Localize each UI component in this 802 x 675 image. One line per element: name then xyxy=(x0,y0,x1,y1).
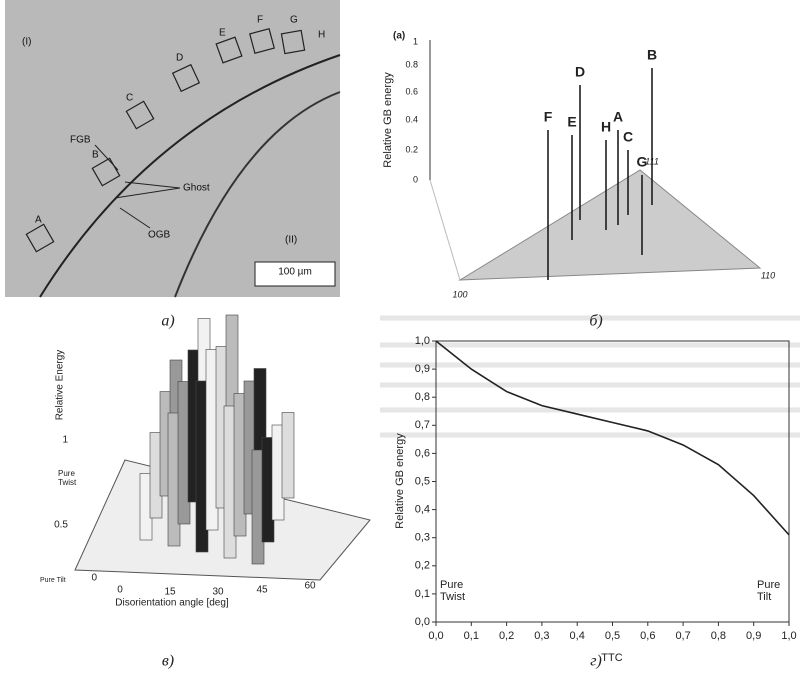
background-text xyxy=(380,315,800,438)
y-tick-label: 0,0 xyxy=(415,616,430,628)
boundary xyxy=(39,54,341,298)
y-tick-label: 1 xyxy=(62,435,68,446)
box-label: B xyxy=(92,150,99,161)
x-tick-label: 15 xyxy=(164,587,176,598)
x-tick-label: 0,3 xyxy=(534,630,549,642)
y-tick-label: 0 xyxy=(413,174,418,184)
y-tick-label: 0.5 xyxy=(54,520,68,531)
x-tick-label: 0,9 xyxy=(746,630,761,642)
boundary xyxy=(174,91,341,298)
spike-label: G xyxy=(637,154,648,170)
y-tick-label: 0,2 xyxy=(415,560,430,572)
spike-label: A xyxy=(613,109,623,125)
panel-c: Relative Energy Disorientation angle [de… xyxy=(40,314,371,609)
annotation: Pure Tilt xyxy=(757,579,780,603)
micrograph xyxy=(5,0,340,297)
y-tick-label: 0 xyxy=(91,573,97,584)
y-label: Relative GB energy xyxy=(382,72,394,168)
x-tick-label: 1,0 xyxy=(781,630,796,642)
x-tick-label: 60 xyxy=(304,581,316,592)
y-tick-label: 0,1 xyxy=(415,588,430,600)
panel-d: TTC Relative GB energy 0,0 0,1 0,2 0,3 0,4 0,… xyxy=(394,335,797,664)
bar xyxy=(281,412,295,499)
caption: а) xyxy=(161,313,174,330)
x-tick-label: 30 xyxy=(212,587,224,598)
x-tick-label: 0,8 xyxy=(711,630,726,642)
annotation: Pure Twist xyxy=(440,579,465,603)
box-label: H xyxy=(318,30,325,41)
x-tick-label: 0,1 xyxy=(464,630,479,642)
box-label: A xyxy=(35,215,42,226)
x-label: TTC xyxy=(601,652,622,664)
scale-bar: 100 µm xyxy=(278,267,312,278)
arrows xyxy=(94,144,181,229)
end-label: Pure Twist xyxy=(58,469,77,487)
y-tick-label: 0.4 xyxy=(405,114,418,124)
y-tick-label: 0,7 xyxy=(415,419,430,431)
box-label: G xyxy=(290,15,298,26)
scale-bar-box xyxy=(254,261,336,287)
y-tick-label: 0,4 xyxy=(415,504,430,516)
x-tick-label: 0,7 xyxy=(675,630,690,642)
region: (II) xyxy=(285,235,297,246)
x-tick-label: 45 xyxy=(256,585,268,596)
corner: 100 xyxy=(452,289,467,299)
x-tick-label: 0,6 xyxy=(640,630,655,642)
region: (I) xyxy=(22,37,31,48)
curve xyxy=(435,340,790,536)
triangle xyxy=(458,169,762,281)
box-label: E xyxy=(219,28,226,39)
end-label: Pure Tilt xyxy=(40,577,66,584)
label: Ghost xyxy=(183,183,210,194)
y-tick-label: 1 xyxy=(413,36,418,46)
axis xyxy=(429,179,461,281)
x-tick-label: 0,5 xyxy=(605,630,620,642)
label: FGB xyxy=(70,135,91,146)
y-label: Relative Energy xyxy=(55,350,66,421)
x-tick-label: 0,0 xyxy=(428,630,443,642)
y-label: Relative GB energy xyxy=(394,433,406,529)
y-tick-label: 0,6 xyxy=(415,447,430,459)
y-tick-label: 0.8 xyxy=(405,59,418,69)
y-tick-label: 0,8 xyxy=(415,391,430,403)
spike-label: D xyxy=(575,64,585,80)
spike-label: H xyxy=(601,119,611,135)
panel-b: (a) Relative GB energy 100 110 111 10.80… xyxy=(382,31,775,300)
tag: (a) xyxy=(393,31,405,42)
x-tick-label: 0,4 xyxy=(570,630,585,642)
caption: б) xyxy=(589,313,602,330)
y-tick-label: 0,3 xyxy=(415,532,430,544)
y-tick-label: 1,0 xyxy=(415,335,430,347)
spike-label: B xyxy=(647,47,657,63)
x-tick-label: 0,2 xyxy=(499,630,514,642)
box-label: D xyxy=(176,53,183,64)
label: OGB xyxy=(148,230,171,241)
y-tick-label: 0.6 xyxy=(405,86,418,96)
box-label: F xyxy=(257,15,263,26)
y-tick-label: 0,5 xyxy=(415,475,430,487)
y-tick-label: 0,9 xyxy=(415,363,430,375)
y-tick-label: 0.2 xyxy=(405,144,418,154)
x-tick-label: 0 xyxy=(117,585,123,596)
spike-label: F xyxy=(544,109,553,125)
caption: в) xyxy=(162,653,174,670)
corner: 110 xyxy=(761,270,775,280)
box-label: C xyxy=(126,93,133,104)
caption: г) xyxy=(590,653,602,670)
x-label: Disorientation angle [deg] xyxy=(115,598,229,609)
spike-label: E xyxy=(567,114,576,130)
spike-label: C xyxy=(623,129,633,145)
